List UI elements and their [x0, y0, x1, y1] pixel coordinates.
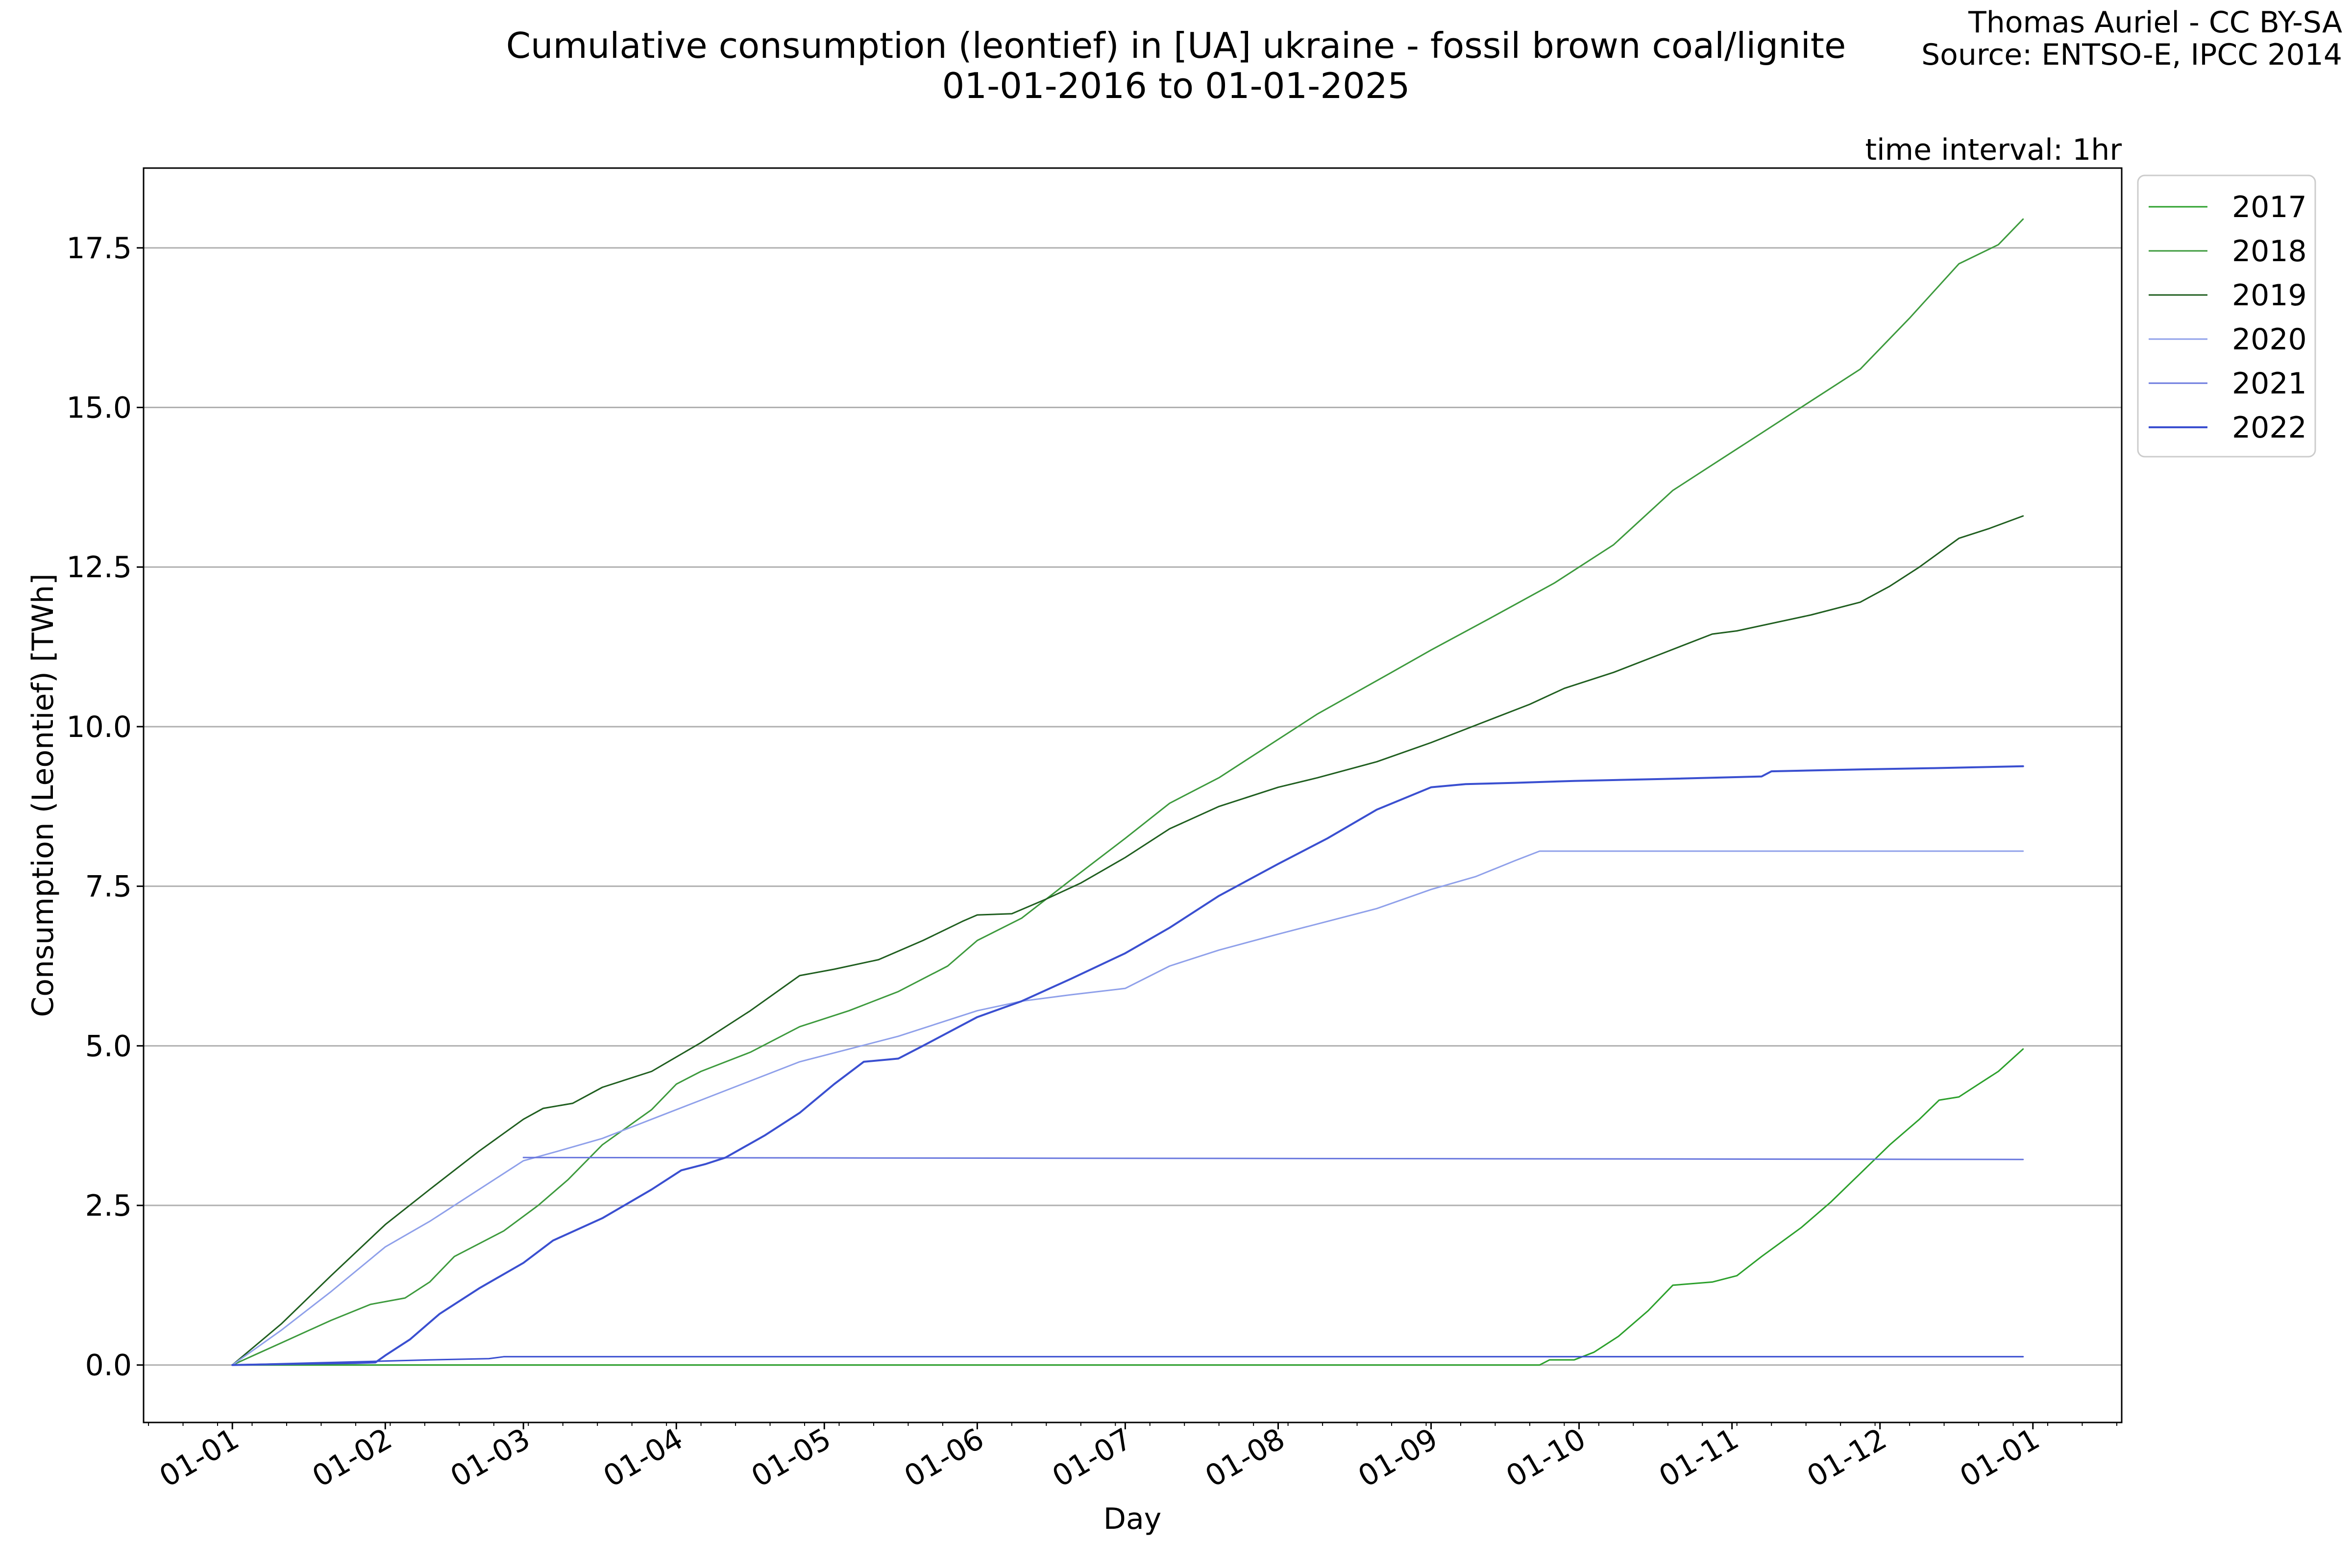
y-tick-label: 0.0: [85, 1348, 132, 1383]
series-line-unlabeled: [231, 1356, 2024, 1366]
grid-lines: [144, 247, 2122, 1366]
y-tick-label: 5.0: [85, 1029, 132, 1063]
y-tick-label: 10.0: [66, 710, 132, 744]
series-line-2021: [522, 1156, 2024, 1160]
x-tick-label: 01-03: [445, 1421, 536, 1494]
y-tick-label: 12.5: [66, 550, 132, 585]
x-tick-label: 01-01: [1954, 1421, 2045, 1494]
x-tick-label: 01-12: [1801, 1421, 1892, 1494]
x-tick-label: 01-04: [598, 1421, 689, 1494]
chart-title-line-2: 01-01-2016 to 01-01-2025: [942, 65, 1410, 106]
y-axis-label: Consumption (Leontief) [TWh]: [26, 573, 60, 1017]
x-tick-label: 01-11: [1653, 1421, 1744, 1494]
legend-label-2022: 2022: [2232, 411, 2307, 445]
chart-title-line-1: Cumulative consumption (leontief) in [UA…: [506, 25, 1846, 66]
credit-author: Thomas Auriel - CC BY-SA: [1968, 5, 2342, 40]
legend-label-2019: 2019: [2232, 278, 2307, 313]
legend-label-2018: 2018: [2232, 234, 2307, 269]
legend-label-2017: 2017: [2232, 190, 2307, 224]
x-tick-label: 01-05: [746, 1421, 837, 1494]
legend: 2017 2018 2019 2020 2021 2022: [2137, 174, 2316, 458]
series-line-2022: [231, 765, 2024, 1366]
y-axis: 0.0 2.5 5.0 7.5 10.0 12.5 15.0 17.5: [66, 231, 144, 1383]
x-axis-label: Day: [1103, 1502, 1161, 1536]
y-tick-label: 15.0: [66, 391, 132, 425]
legend-label-2020: 2020: [2232, 322, 2307, 357]
x-tick-label: 01-08: [1200, 1421, 1291, 1494]
y-tick-label: 7.5: [85, 870, 132, 904]
x-tick-label: 01-01: [154, 1421, 245, 1494]
legend-box: [2137, 174, 2316, 458]
x-axis: 01-01 01-02 01-03 01-04 01-05 01-06 01-07 01-08…: [148, 1421, 2117, 1494]
x-tick-label: 01-06: [899, 1421, 990, 1494]
x-tick-label: 01-02: [307, 1421, 398, 1494]
legend-label-2021: 2021: [2232, 367, 2307, 401]
x-tick-label: 01-10: [1500, 1421, 1592, 1494]
x-tick-label: 01-09: [1352, 1421, 1444, 1494]
series-line-2019: [231, 515, 2024, 1366]
plot-frame: [143, 167, 2123, 1423]
credit-source: Source: ENTSO-E, IPCC 2014: [1921, 38, 2342, 72]
series-line-2017: [231, 1048, 2024, 1366]
series-line-2018: [231, 218, 2024, 1366]
y-tick-label: 2.5: [85, 1189, 132, 1223]
time-interval-label: time interval: 1hr: [1865, 133, 2122, 167]
chart-titles: Cumulative consumption (leontief) in [UA…: [506, 5, 2342, 167]
series-lines: [231, 218, 2024, 1366]
y-tick-label: 17.5: [66, 231, 132, 266]
series-line-2020: [231, 850, 2024, 1366]
x-tick-label: 01-07: [1047, 1421, 1138, 1494]
